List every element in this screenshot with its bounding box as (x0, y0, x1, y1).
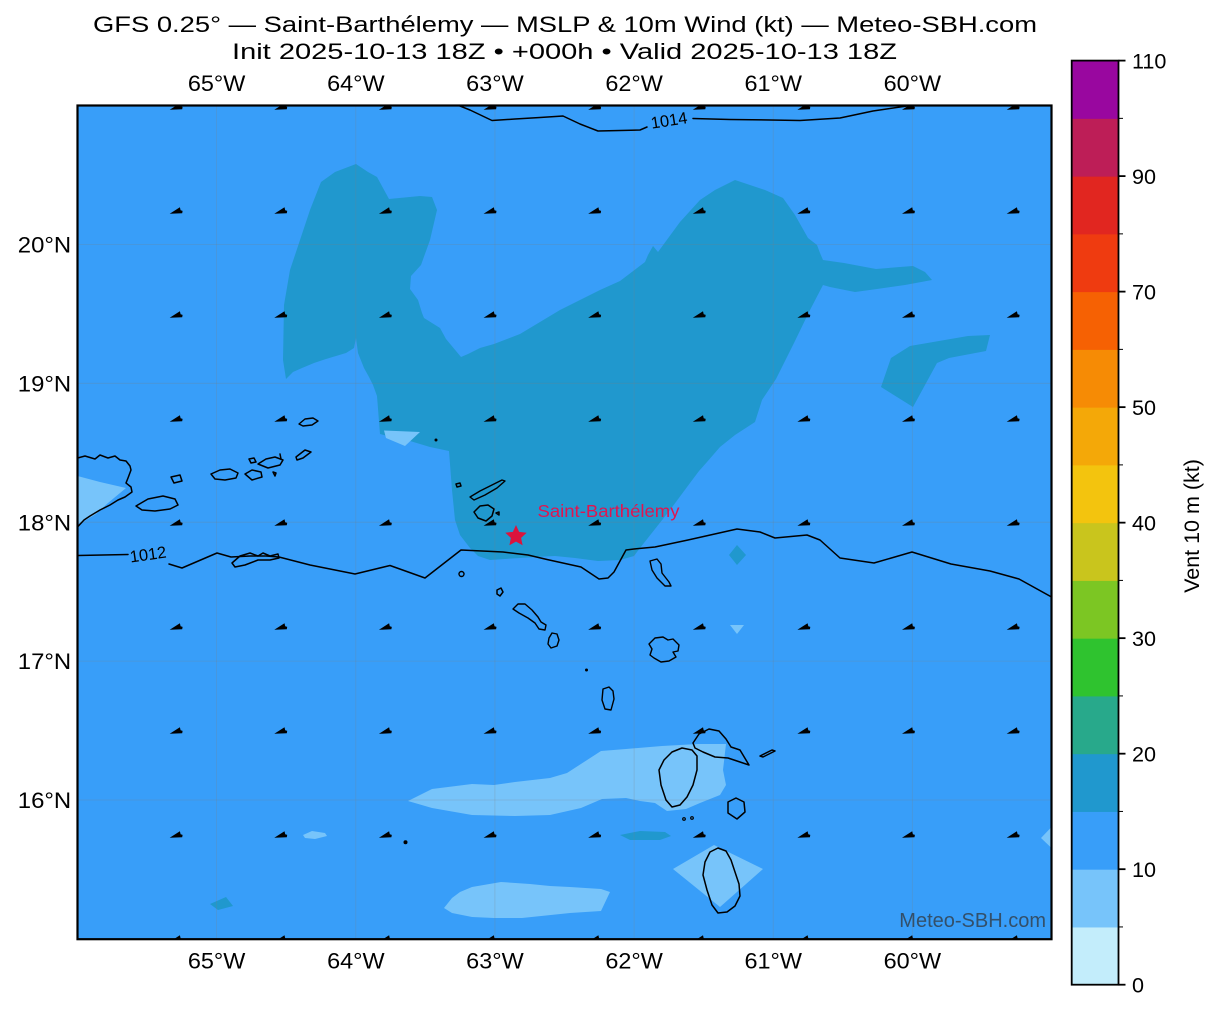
svg-text:110: 110 (1132, 48, 1166, 73)
svg-text:Vent 10 m (kt): Vent 10 m (kt) (1180, 459, 1204, 593)
svg-text:62°W: 62°W (605, 948, 663, 973)
svg-text:90: 90 (1132, 164, 1156, 189)
svg-text:Init 2025-10-13 18Z • +000h •: Init 2025-10-13 18Z • +000h • Valid 2025… (232, 39, 897, 64)
svg-text:50: 50 (1132, 395, 1156, 420)
svg-text:61°W: 61°W (745, 71, 803, 96)
svg-text:60°W: 60°W (884, 948, 942, 973)
svg-text:1012: 1012 (129, 544, 168, 567)
svg-text:Meteo-SBH.com: Meteo-SBH.com (899, 910, 1046, 932)
svg-text:16°N: 16°N (18, 788, 71, 813)
svg-text:19°N: 19°N (18, 371, 71, 396)
svg-text:65°W: 65°W (188, 71, 246, 96)
svg-text:40: 40 (1132, 510, 1156, 535)
svg-text:64°W: 64°W (327, 948, 385, 973)
svg-text:18°N: 18°N (18, 510, 71, 535)
svg-text:61°W: 61°W (745, 948, 803, 973)
svg-text:30: 30 (1132, 626, 1156, 651)
svg-text:20: 20 (1132, 741, 1156, 766)
svg-text:63°W: 63°W (466, 948, 524, 973)
svg-text:Saint-Barthélemy: Saint-Barthélemy (538, 501, 680, 521)
svg-text:62°W: 62°W (605, 71, 663, 96)
svg-text:60°W: 60°W (884, 71, 942, 96)
svg-text:63°W: 63°W (466, 71, 524, 96)
svg-text:65°W: 65°W (188, 948, 246, 973)
svg-text:10: 10 (1132, 857, 1156, 882)
svg-text:20°N: 20°N (18, 233, 71, 258)
svg-text:1014: 1014 (650, 109, 689, 133)
svg-text:GFS 0.25° — Saint-Barthélemy —: GFS 0.25° — Saint-Barthélemy — MSLP & 10… (93, 12, 1037, 37)
svg-text:17°N: 17°N (18, 649, 71, 674)
svg-text:64°W: 64°W (327, 71, 385, 96)
svg-text:70: 70 (1132, 279, 1156, 304)
svg-text:0: 0 (1132, 973, 1144, 998)
